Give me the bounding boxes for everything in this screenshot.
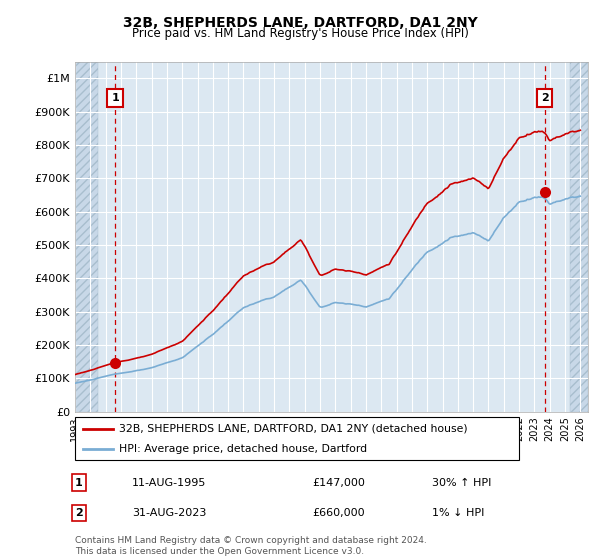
Text: 1: 1 — [75, 478, 83, 488]
Text: HPI: Average price, detached house, Dartford: HPI: Average price, detached house, Dart… — [119, 444, 368, 454]
Text: 11-AUG-1995: 11-AUG-1995 — [132, 478, 206, 488]
Text: 32B, SHEPHERDS LANE, DARTFORD, DA1 2NY (detached house): 32B, SHEPHERDS LANE, DARTFORD, DA1 2NY (… — [119, 424, 468, 434]
Text: 2: 2 — [541, 94, 548, 103]
Bar — [569, 62, 588, 412]
Text: Contains HM Land Registry data © Crown copyright and database right 2024.
This d: Contains HM Land Registry data © Crown c… — [75, 536, 427, 556]
Text: Price paid vs. HM Land Registry's House Price Index (HPI): Price paid vs. HM Land Registry's House … — [131, 27, 469, 40]
Text: 2: 2 — [75, 508, 83, 518]
Text: 31-AUG-2023: 31-AUG-2023 — [132, 508, 206, 518]
Text: 1: 1 — [111, 94, 119, 103]
Text: £147,000: £147,000 — [312, 478, 365, 488]
Text: 32B, SHEPHERDS LANE, DARTFORD, DA1 2NY: 32B, SHEPHERDS LANE, DARTFORD, DA1 2NY — [122, 16, 478, 30]
Text: £660,000: £660,000 — [312, 508, 365, 518]
Text: 1% ↓ HPI: 1% ↓ HPI — [432, 508, 484, 518]
Bar — [75, 62, 98, 412]
Text: 30% ↑ HPI: 30% ↑ HPI — [432, 478, 491, 488]
